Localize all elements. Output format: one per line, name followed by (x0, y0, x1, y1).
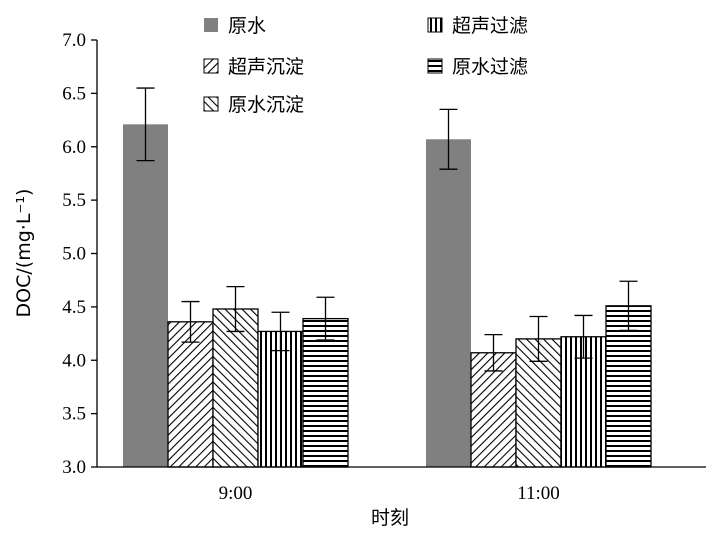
x-ticks: 9:00 11:00 (219, 483, 560, 504)
legend-swatch (203, 96, 219, 112)
bar (470, 352, 517, 468)
y-tick-label: 6.0 (62, 137, 86, 158)
x-axis-title: 时刻 (371, 507, 409, 529)
y-tick-label: 3.5 (62, 404, 86, 425)
y-axis-title: DOC/(mg·L⁻¹) (13, 189, 35, 318)
bar (302, 317, 349, 468)
legend-label: 超声过滤 (452, 15, 528, 37)
error-bars-group (136, 87, 638, 372)
legend-label: 原水过滤 (452, 56, 528, 78)
bar (605, 305, 652, 468)
y-tick-label: 5.0 (62, 244, 86, 265)
legend-swatch (427, 58, 443, 74)
bar (426, 139, 471, 467)
legend-label: 超声沉淀 (228, 56, 304, 78)
bars-group (123, 124, 652, 468)
bar (257, 330, 304, 468)
bar (212, 308, 259, 468)
legend-label: 原水沉淀 (228, 94, 304, 116)
bar (123, 124, 168, 468)
legend-swatch (203, 58, 219, 74)
bar (167, 321, 214, 468)
legend-swatch (427, 17, 443, 33)
legend-label: 原水 (228, 15, 266, 37)
y-tick-label: 6.5 (62, 83, 86, 104)
y-tick-label: 7.0 (62, 30, 86, 51)
y-ticks: 3.0 3.5 4.0 4.5 5.0 5.5 6.0 6.5 7.0 (62, 30, 97, 478)
x-tick-label: 11:00 (517, 483, 560, 504)
y-tick-label: 4.5 (62, 297, 86, 318)
legend-swatch (204, 18, 218, 32)
y-tick-label: 4.0 (62, 350, 86, 371)
y-tick-label: 5.5 (62, 190, 86, 211)
y-tick-label: 3.0 (62, 457, 86, 478)
x-tick-label: 9:00 (219, 483, 253, 504)
